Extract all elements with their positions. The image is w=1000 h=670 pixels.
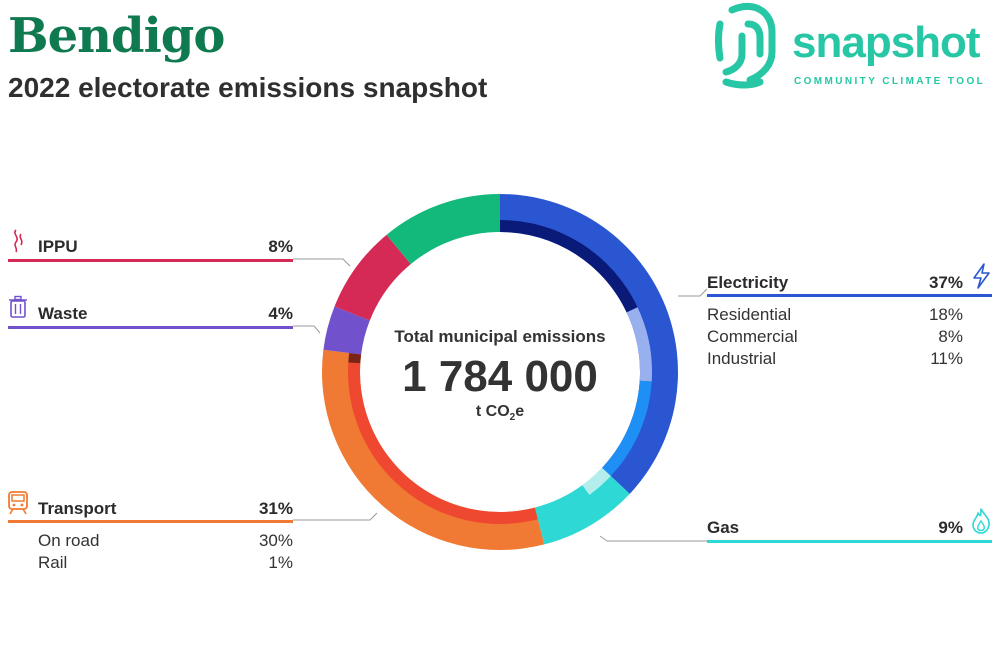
waste-label: Waste — [38, 304, 88, 323]
slice-5-slice — [386, 194, 500, 265]
electricity-leader-line — [678, 288, 708, 297]
train-icon — [8, 491, 28, 515]
industrial-label: Industrial — [707, 349, 776, 368]
total-emissions-unit: t CO2e — [475, 403, 525, 424]
waste-leader-line — [293, 325, 321, 334]
ippu-rule — [8, 259, 293, 262]
residential-label: Residential — [707, 305, 792, 324]
flame-icon — [972, 508, 990, 534]
electricity-row: Electricity 37% — [707, 272, 963, 294]
transport-sub-on-road: On road 30% — [38, 530, 293, 552]
fingerprint-logo-icon — [715, 2, 776, 89]
transport-percent: 31% — [258, 499, 293, 518]
electricity-label: Electricity — [707, 273, 789, 292]
bin-icon — [9, 295, 27, 318]
transport-label: Transport — [38, 499, 117, 518]
waste-rule — [8, 326, 293, 329]
gas-label: Gas — [707, 518, 740, 537]
electricity-commercial-sub-slice — [626, 307, 653, 382]
commercial-percent: 8% — [938, 327, 963, 346]
total-emissions-label: Total municipal emissions — [394, 327, 606, 346]
rail-label: Rail — [38, 553, 68, 572]
gas-rule — [707, 540, 992, 543]
ippu-percent: 8% — [268, 237, 293, 256]
gas-leader-line — [599, 535, 707, 542]
waste-slice — [323, 306, 370, 355]
electricity-sub-industrial: Industrial 11% — [707, 348, 963, 370]
industrial-percent: 11% — [930, 349, 963, 368]
on-road-label: On road — [38, 531, 100, 550]
on-road-percent: 30% — [258, 531, 293, 550]
ippu-slice — [334, 234, 411, 321]
electricity-industrial-sub-slice — [602, 380, 652, 477]
page-subtitle: 2022 electorate emissions snapshot — [8, 72, 488, 103]
gas-sub-0-sub-slice — [582, 467, 611, 495]
gas-slice — [534, 467, 630, 545]
gas-percent: 9% — [938, 518, 963, 537]
rail-percent: 1% — [268, 553, 293, 572]
transport-row: Transport 31% — [38, 498, 293, 520]
gas-sub-1-sub-slice — [534, 485, 590, 520]
commercial-label: Commercial — [707, 327, 798, 346]
ippu-label: IPPU — [38, 237, 78, 256]
electricity-percent: 37% — [928, 273, 963, 292]
ippu-row: IPPU 8% — [38, 236, 293, 258]
electricity-residential-sub-slice — [500, 220, 638, 313]
smoke-icon — [14, 229, 23, 253]
ippu-leader-line — [293, 258, 351, 267]
waste-percent: 4% — [268, 304, 293, 323]
residential-percent: 18% — [928, 305, 963, 324]
transport-leader-line — [293, 512, 378, 521]
transport-sub-rail: Rail 1% — [38, 552, 293, 574]
waste-row: Waste 4% — [38, 303, 293, 325]
lightning-icon — [973, 263, 990, 289]
page-title: Bendigo — [8, 8, 225, 64]
transport-rail-sub-slice — [348, 352, 362, 364]
gas-row: Gas 9% — [707, 517, 963, 539]
total-emissions-value: 1 784 000 — [402, 352, 598, 401]
electricity-sub-residential: Residential 18% — [707, 304, 963, 326]
logo-wordmark: snapshot — [792, 18, 981, 67]
transport-slice — [321, 349, 545, 550]
logo-tagline: COMMUNITY CLIMATE TOOL — [794, 76, 986, 87]
electricity-sub-commercial: Commercial 8% — [707, 326, 963, 348]
transport-rule — [8, 520, 293, 523]
electricity-rule — [707, 294, 992, 297]
